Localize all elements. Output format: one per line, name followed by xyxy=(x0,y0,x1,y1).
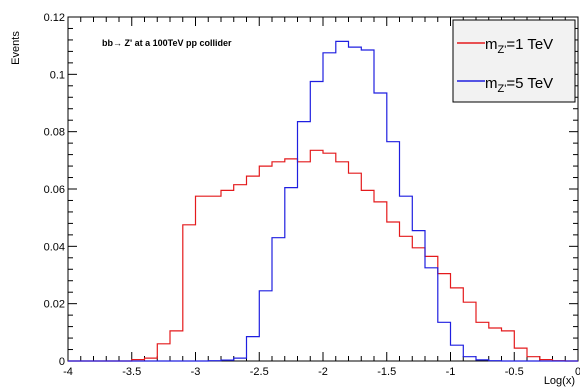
x-tick-label: -0.5 xyxy=(505,366,524,378)
y-tick-label: 0.06 xyxy=(44,184,65,196)
y-tick-label: 0.1 xyxy=(50,69,65,81)
x-tick-label: -4 xyxy=(63,366,73,378)
legend-label-1tev-sub: Z' xyxy=(498,44,507,56)
x-axis-title: Log(x) xyxy=(544,375,575,387)
legend: mZ'=1 TeV mZ'=5 TeV xyxy=(452,19,576,103)
legend-label-5tev-main: m xyxy=(485,75,498,92)
x-tick-label: -3.5 xyxy=(122,366,141,378)
legend-box xyxy=(452,19,576,103)
series-lines xyxy=(68,40,578,362)
y-tick-label: 0.12 xyxy=(44,12,65,24)
legend-label-1tev-rest: =1 TeV xyxy=(506,36,553,53)
x-tick-label: -1 xyxy=(446,366,456,378)
x-tick-label: 0 xyxy=(575,366,580,378)
series-line-1tev xyxy=(68,149,578,362)
y-tick-label: 0.02 xyxy=(44,299,65,311)
x-tick-label: -3 xyxy=(191,366,201,378)
legend-label-5tev: mZ'=5 TeV xyxy=(485,75,553,95)
x-tick-label: -2.5 xyxy=(250,366,269,378)
chart-annotation: bb→ Z' at a 100TeV pp collider xyxy=(102,38,232,48)
y-tick-label: 0.04 xyxy=(44,241,65,253)
x-tick-label: -1.5 xyxy=(377,366,396,378)
x-tick-label: -2 xyxy=(318,366,328,378)
y-tick-label: 0.08 xyxy=(44,127,65,139)
legend-label-5tev-sub: Z' xyxy=(498,83,507,95)
y-axis-title: Events xyxy=(10,31,22,65)
y-tick-labels: 0 0.02 0.04 0.06 0.08 0.1 0.12 xyxy=(44,12,65,368)
legend-label-5tev-rest: =5 TeV xyxy=(506,75,553,92)
legend-label-1tev-main: m xyxy=(485,36,498,53)
series-line-5tev xyxy=(68,40,578,362)
y-tick-label: 0 xyxy=(59,356,65,368)
x-tick-labels: -4 -3.5 -3 -2.5 -2 -1.5 -1 -0.5 0 xyxy=(63,366,580,378)
legend-label-1tev: mZ'=1 TeV xyxy=(485,36,553,56)
